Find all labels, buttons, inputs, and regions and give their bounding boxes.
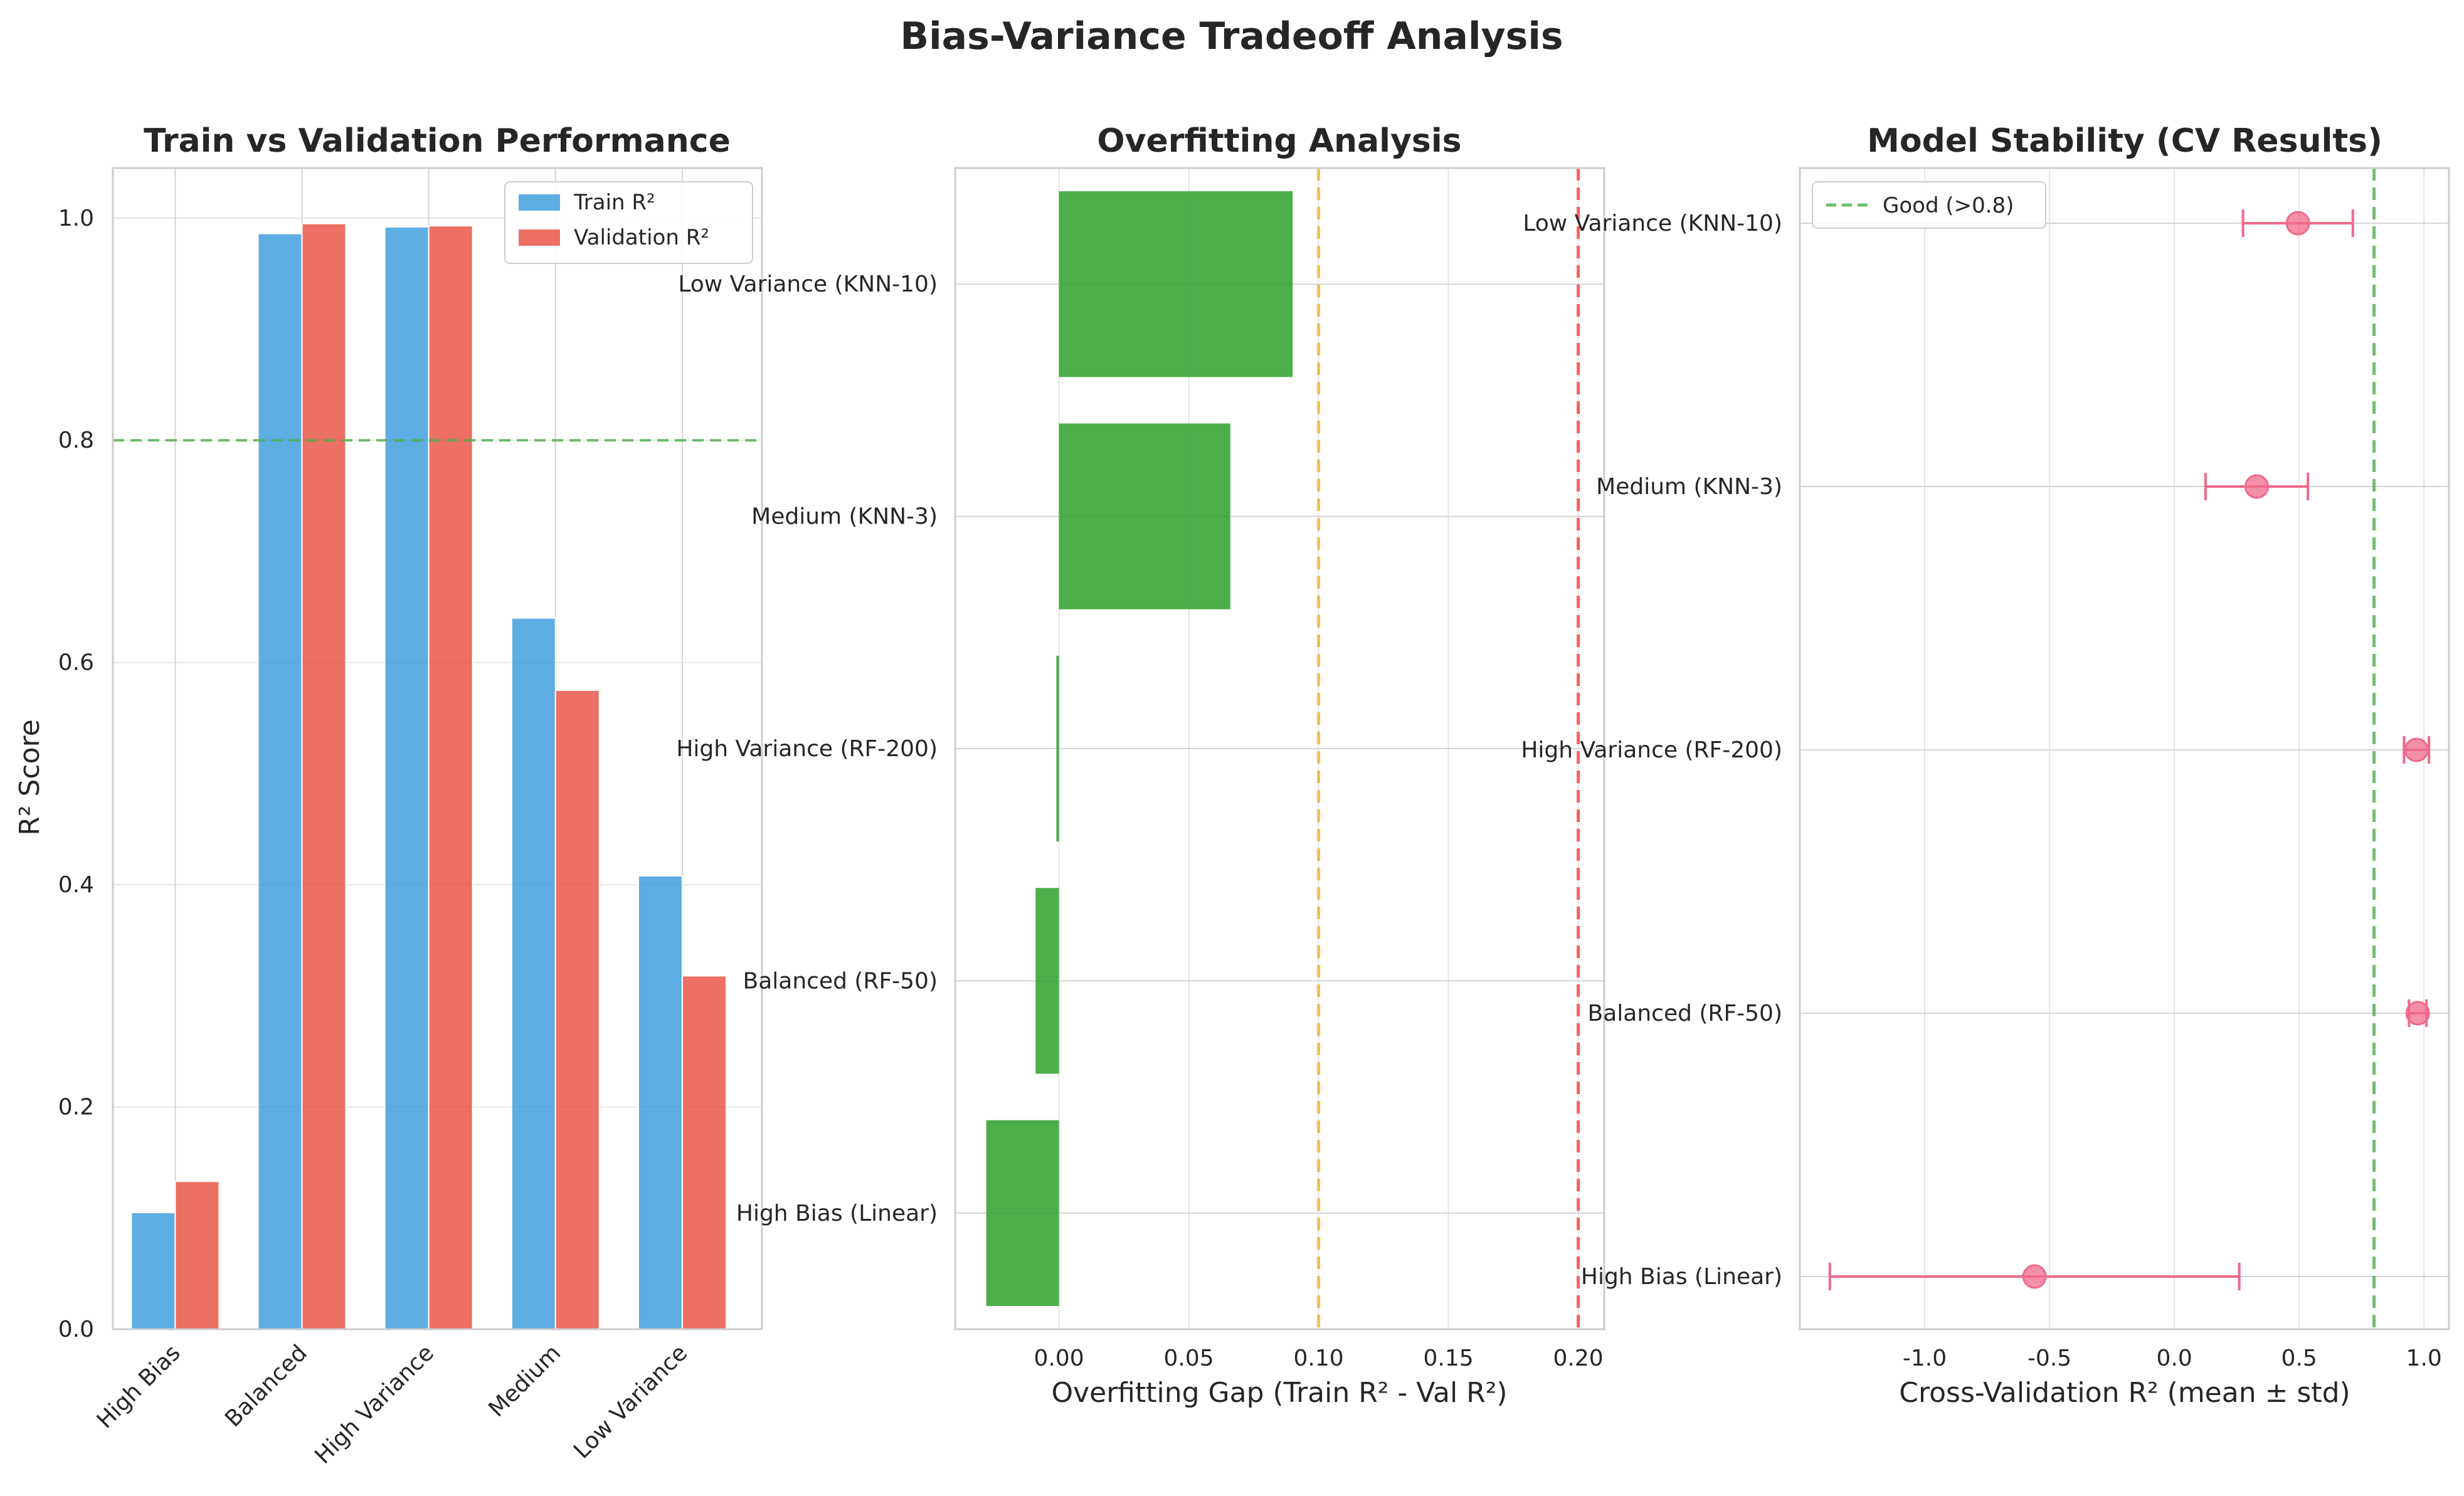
panel-3-xtick-label: 0.0 bbox=[2156, 1346, 2192, 1371]
panel-1-ytick-label: 0.4 bbox=[58, 872, 94, 898]
bar-train-r-high-variance bbox=[384, 226, 430, 1330]
bar-train-r-high-bias bbox=[130, 1211, 176, 1330]
panel-3-errorbars bbox=[1828, 209, 2431, 1290]
bar-validation-r-low-variance bbox=[681, 975, 727, 1330]
bar-validation-r-high-bias bbox=[174, 1181, 220, 1330]
panel-overfitting-analysis: Overfitting Analysis Overfitting Gap (Tr… bbox=[676, 122, 1605, 1409]
panel-3-xtick-label: 1.0 bbox=[2406, 1346, 2442, 1371]
panel-1-xtick-label: High Variance bbox=[310, 1340, 439, 1469]
panel-1-ytick-label: 1.0 bbox=[58, 206, 94, 231]
panel-2-ytick-label: High Variance (RF-200) bbox=[676, 736, 938, 762]
panel-3-legend-box bbox=[1812, 181, 2046, 229]
panel-1-ytick-label: 0.6 bbox=[58, 650, 94, 676]
panel-1-ytick-label: 0.2 bbox=[58, 1095, 94, 1120]
legend-swatch-validation-r bbox=[519, 229, 560, 246]
overfit-bar-medium-knn-3 bbox=[1059, 423, 1230, 609]
bar-validation-r-medium bbox=[554, 689, 600, 1330]
panel-2-xtick-label: 0.15 bbox=[1424, 1346, 1474, 1371]
panel-3-grid bbox=[1800, 168, 2449, 1329]
panel-3-ticks: -1.0 -0.5 0.0 0.5 1.0 High Bias (Linear) Balan… bbox=[1521, 211, 2441, 1371]
panel-2-bars bbox=[986, 191, 1293, 1306]
panel-1-legend: Train R² Validation R² bbox=[504, 181, 753, 264]
panel-3-ytick-label: Balanced (RF-50) bbox=[1588, 1001, 1782, 1026]
legend-label-good: Good (>0.8) bbox=[1883, 193, 2014, 218]
panel-model-stability: Model Stability (CV Results) Cross-Valid… bbox=[1521, 122, 2450, 1409]
panel-2-ytick-label: Balanced (RF-50) bbox=[743, 968, 938, 994]
panel-3-xlabel: Cross-Validation R² (mean ± std) bbox=[1899, 1377, 2350, 1409]
panel-3-legend: Good (>0.8) bbox=[1812, 181, 2046, 229]
bar-train-r-balanced bbox=[257, 233, 303, 1330]
bar-validation-r-high-variance bbox=[428, 225, 473, 1330]
panel-2-ticks: 0.00 0.05 0.10 0.15 0.20 High Bias (Linear) Ba… bbox=[676, 271, 1603, 1371]
panel-2-xlabel: Overfitting Gap (Train R² - Val R²) bbox=[1051, 1377, 1507, 1409]
panel-2-ytick-label: Low Variance (KNN-10) bbox=[678, 271, 938, 297]
panel-train-vs-validation: Train vs Validation Performance R² Score… bbox=[14, 122, 763, 1469]
panel-1-bars bbox=[130, 223, 727, 1330]
panel-1-ytick-label: 0.8 bbox=[58, 428, 94, 453]
panel-3-ytick-label: High Variance (RF-200) bbox=[1521, 737, 1782, 763]
panel-2-xtick-label: 0.00 bbox=[1034, 1346, 1084, 1371]
overfit-bar-high-bias-linear bbox=[986, 1120, 1059, 1306]
panel-3-ytick-label: High Bias (Linear) bbox=[1581, 1264, 1782, 1290]
mean-point-balanced-rf-50 bbox=[2405, 1001, 2430, 1026]
panel-1-title: Train vs Validation Performance bbox=[144, 122, 731, 160]
panel-2-xtick-label: 0.20 bbox=[1553, 1346, 1604, 1371]
legend-label-train-r: Train R² bbox=[573, 190, 655, 215]
overfit-bar-high-variance-rf-200 bbox=[1056, 655, 1059, 842]
panel-2-title: Overfitting Analysis bbox=[1097, 122, 1461, 160]
bar-train-r-low-variance bbox=[637, 875, 683, 1330]
mean-point-low-variance-knn-10 bbox=[2285, 211, 2310, 236]
overfit-bar-balanced-rf-50 bbox=[1035, 888, 1059, 1074]
panel-3-ytick-label: Medium (KNN-3) bbox=[1596, 474, 1782, 500]
mean-point-medium-knn-3 bbox=[2244, 474, 2269, 499]
panel-2-xtick-label: 0.05 bbox=[1164, 1346, 1214, 1371]
panel-1-frame bbox=[112, 167, 763, 1330]
legend-label-validation-r: Validation R² bbox=[574, 225, 709, 250]
panel-3-ytick-label: Low Variance (KNN-10) bbox=[1523, 211, 1782, 236]
bar-train-r-medium bbox=[510, 617, 556, 1330]
panel-1-xtick-label: Balanced bbox=[220, 1340, 312, 1432]
panel-3-xtick-label: -0.5 bbox=[2028, 1346, 2071, 1371]
legend-swatch-train-r bbox=[519, 194, 560, 211]
panel-2-ytick-label: High Bias (Linear) bbox=[736, 1201, 938, 1226]
panel-1-ylabel: R² Score bbox=[14, 719, 46, 835]
panel-1-xtick-label: High Bias bbox=[92, 1340, 186, 1433]
figure-title: Bias-Variance Tradeoff Analysis bbox=[900, 14, 1563, 58]
panel-2-frame bbox=[954, 167, 1605, 1330]
panel-3-frame bbox=[1799, 167, 2450, 1330]
panel-1-ytick-label: 0.0 bbox=[58, 1317, 94, 1342]
panel-2-xtick-label: 0.10 bbox=[1294, 1346, 1344, 1371]
panel-3-title: Model Stability (CV Results) bbox=[1867, 122, 2382, 160]
mean-point-high-bias-linear bbox=[2022, 1264, 2047, 1289]
overfit-bar-low-variance-knn-10 bbox=[1059, 191, 1293, 377]
panel-1-xtick-label: Medium bbox=[484, 1340, 566, 1422]
panel-3-xtick-label: -1.0 bbox=[1903, 1346, 1947, 1371]
panel-1-legend-box bbox=[504, 181, 753, 264]
panel-2-ytick-label: Medium (KNN-3) bbox=[751, 504, 938, 530]
bar-validation-r-balanced bbox=[301, 223, 347, 1330]
mean-point-high-variance-rf-200 bbox=[2404, 737, 2429, 762]
panel-1-xtick-label: Low Variance bbox=[569, 1340, 692, 1463]
panel-3-xtick-label: 0.5 bbox=[2282, 1346, 2317, 1371]
